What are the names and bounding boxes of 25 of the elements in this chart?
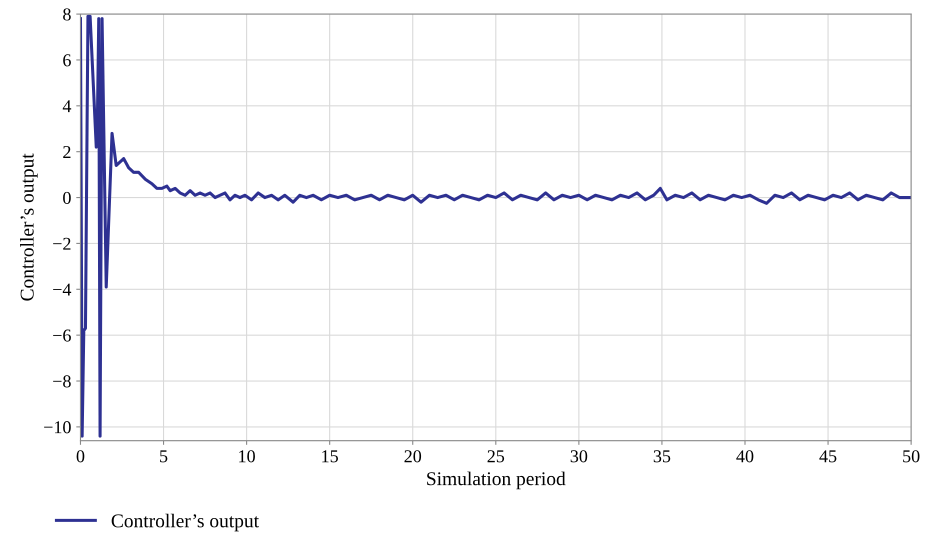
legend-label: Controller’s output	[112, 514, 259, 532]
line-series	[80, 14, 912, 438]
y-tick-label: −10	[44, 421, 71, 434]
x-tick-label: 50	[903, 450, 920, 462]
y-tick-label: −6	[53, 329, 71, 342]
x-axis-title: Simulation period	[427, 472, 566, 490]
x-tick-label: 20	[404, 450, 422, 462]
y-tick-label: 4	[62, 100, 72, 112]
y-tick-label: −8	[53, 375, 71, 388]
y-axis-title: Controller’s output	[20, 153, 38, 301]
x-tick-label: 0	[76, 450, 84, 462]
y-tick-label: 0	[63, 192, 71, 204]
x-tick-label: 25	[488, 450, 504, 462]
x-tick-label: 30	[570, 450, 588, 462]
x-tick-label: 40	[736, 450, 754, 462]
y-tick-label: 2	[63, 146, 70, 158]
x-tick-label: 5	[160, 450, 168, 462]
x-tick-label: 45	[819, 450, 836, 462]
x-tick-label: 35	[654, 450, 670, 462]
y-tick-label: −2	[53, 238, 70, 250]
y-tick-label: 6	[63, 54, 71, 66]
y-tick-label: −4	[53, 284, 72, 296]
x-tick-label: 15	[322, 450, 338, 462]
y-tick-label: 8	[63, 8, 71, 21]
x-tick-label: 10	[239, 450, 255, 462]
